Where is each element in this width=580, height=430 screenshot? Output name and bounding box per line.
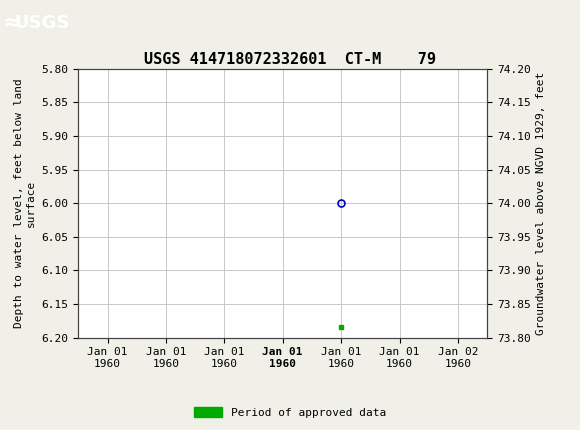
Text: ≈: ≈	[3, 12, 21, 33]
Text: USGS 414718072332601  CT-M    79: USGS 414718072332601 CT-M 79	[144, 52, 436, 67]
Legend: Period of approved data: Period of approved data	[190, 403, 390, 422]
Y-axis label: Groundwater level above NGVD 1929, feet: Groundwater level above NGVD 1929, feet	[536, 71, 546, 335]
Text: USGS: USGS	[14, 14, 70, 31]
Y-axis label: Depth to water level, feet below land
surface: Depth to water level, feet below land su…	[14, 78, 36, 328]
